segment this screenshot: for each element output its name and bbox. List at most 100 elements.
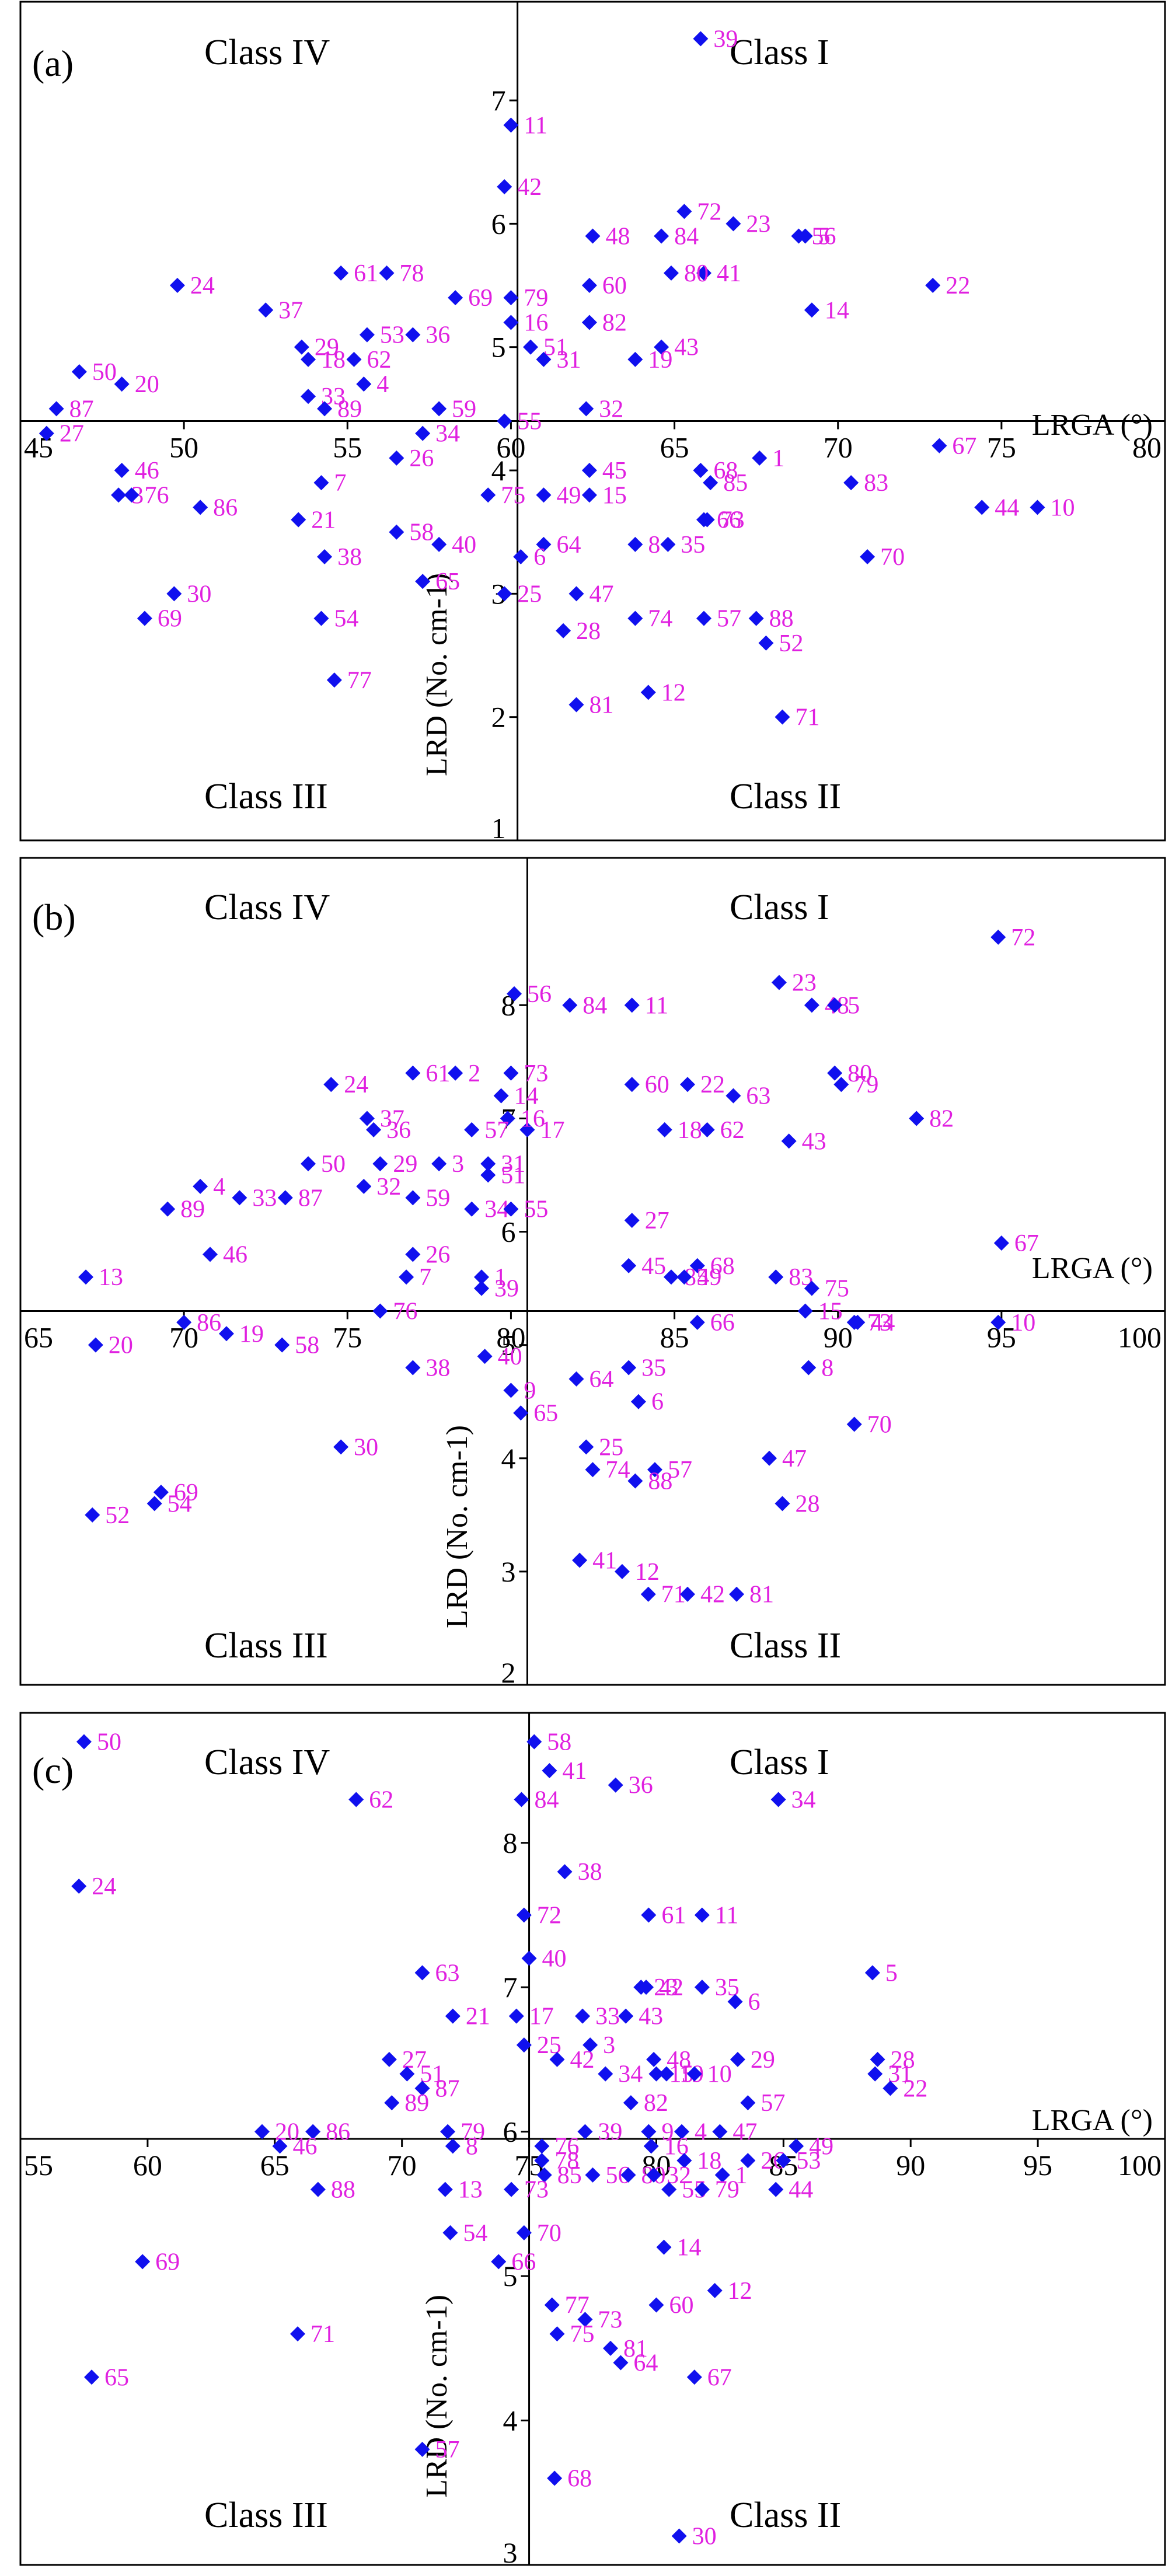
diamond-marker (313, 475, 329, 491)
diamond-marker (775, 709, 790, 725)
point-label: 22 (903, 2075, 927, 2102)
point-label: 8 (648, 532, 660, 559)
point-label: 84 (582, 992, 607, 1019)
diamond-marker (497, 586, 512, 602)
data-point: 44 (768, 2177, 813, 2204)
data-point: 41 (572, 1547, 617, 1574)
data-point: 62 (348, 1786, 393, 1813)
diamond-marker (301, 389, 316, 404)
diamond-marker (445, 2008, 461, 2024)
point-label: 41 (717, 260, 741, 287)
diamond-marker (621, 1258, 637, 1273)
data-point: 43 (618, 2003, 663, 2030)
data-point: 65 (415, 568, 460, 595)
point-label: 33 (252, 1185, 277, 1212)
point-label: 16 (524, 309, 548, 336)
data-point: 69 (135, 2249, 180, 2275)
data-point: 43 (654, 334, 699, 361)
point-label: 69 (158, 606, 182, 633)
point-label: 27 (645, 1207, 669, 1234)
data-point: 11 (624, 992, 668, 1019)
point-label: 73 (867, 1310, 892, 1336)
data-point: 11 (503, 112, 547, 139)
data-point: 53 (776, 2148, 821, 2174)
diamond-marker (729, 1586, 745, 1602)
data-point: 75 (480, 482, 525, 509)
point-label: 71 (311, 2321, 335, 2348)
diamond-marker (804, 997, 819, 1013)
data-point: 49 (536, 482, 581, 509)
diamond-marker (442, 2225, 458, 2240)
point-label: 57 (668, 1457, 692, 1484)
diamond-marker (534, 2153, 550, 2169)
point-label: 82 (602, 309, 627, 336)
diamond-marker (646, 2167, 662, 2183)
data-point: 19 (218, 1321, 264, 1348)
data-point: 60 (624, 1071, 669, 1098)
diamond-marker (294, 339, 309, 355)
point-label: 62 (720, 1117, 745, 1144)
diamond-marker (679, 1077, 695, 1092)
diamond-marker (870, 2051, 885, 2067)
diamond-marker (781, 1133, 797, 1149)
x-tick-label: 75 (987, 431, 1016, 464)
point-label: 40 (452, 532, 476, 559)
data-point: 81 (568, 692, 613, 719)
data-point: 12 (640, 679, 686, 706)
point-label: 10 (707, 2061, 732, 2088)
y-axis-title: LRD (No. cm-1) (441, 1425, 474, 1628)
point-label: 39 (494, 1276, 519, 1303)
diamond-marker (504, 2181, 519, 2197)
diamond-marker (277, 1190, 293, 1206)
data-point: 74 (627, 606, 672, 633)
diamond-marker (291, 512, 306, 528)
data-point: 29 (294, 334, 339, 361)
point-label: 73 (598, 2306, 622, 2333)
data-point: 9 (641, 2119, 674, 2146)
data-point: 28 (775, 1491, 819, 1517)
x-tick-label: 50 (169, 431, 198, 464)
diamond-marker (585, 2167, 601, 2183)
data-point: 8 (445, 2133, 478, 2160)
data-point: 67 (686, 2364, 732, 2391)
quadrant-label-class-iii: Class III (204, 2495, 328, 2535)
y-tick-label: 4 (491, 454, 506, 487)
point-label: 1 (735, 2162, 748, 2189)
diamond-marker (676, 1269, 692, 1285)
quadrant-label-class-i: Class I (730, 1743, 829, 1782)
point-label: 84 (534, 1786, 559, 1813)
diamond-marker (846, 1416, 862, 1432)
point-label: 12 (728, 2278, 752, 2305)
diamond-marker (503, 117, 519, 133)
data-point: 24 (323, 1071, 368, 1098)
point-label: 64 (556, 532, 581, 559)
data-point: 62 (346, 347, 391, 374)
point-label: 70 (537, 2220, 561, 2247)
data-point: 70 (860, 544, 905, 571)
point-label: 66 (511, 2249, 536, 2275)
x-tick-label: 55 (24, 2149, 53, 2181)
point-label: 15 (602, 482, 627, 509)
point-label: 65 (435, 568, 460, 595)
data-point: 86 (193, 494, 238, 521)
diamond-marker (193, 500, 208, 515)
point-label: 50 (92, 359, 117, 386)
data-point: 50 (71, 359, 117, 386)
data-point: 70 (516, 2220, 561, 2247)
data-point: 52 (758, 630, 803, 657)
diamond-marker (544, 2297, 560, 2313)
x-tick-label: 65 (260, 2149, 289, 2181)
y-tick-label: 1 (491, 812, 506, 844)
data-point: 77 (326, 667, 372, 694)
diamond-marker (317, 401, 333, 417)
point-label: 89 (180, 1196, 205, 1223)
diamond-marker (445, 2138, 461, 2154)
quadrant-label-class-i: Class I (730, 33, 829, 72)
data-point: 72 (990, 924, 1035, 951)
diamond-marker (624, 1213, 640, 1228)
diamond-marker (768, 1269, 784, 1285)
data-point: 54 (313, 606, 358, 633)
diamond-marker (359, 1111, 375, 1126)
diamond-marker (725, 1088, 741, 1104)
point-label: 25 (517, 581, 542, 608)
